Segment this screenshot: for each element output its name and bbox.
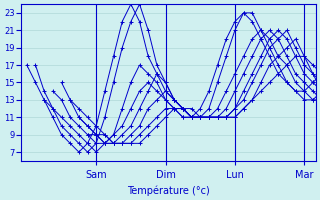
X-axis label: Température (°c): Température (°c) (127, 185, 210, 196)
